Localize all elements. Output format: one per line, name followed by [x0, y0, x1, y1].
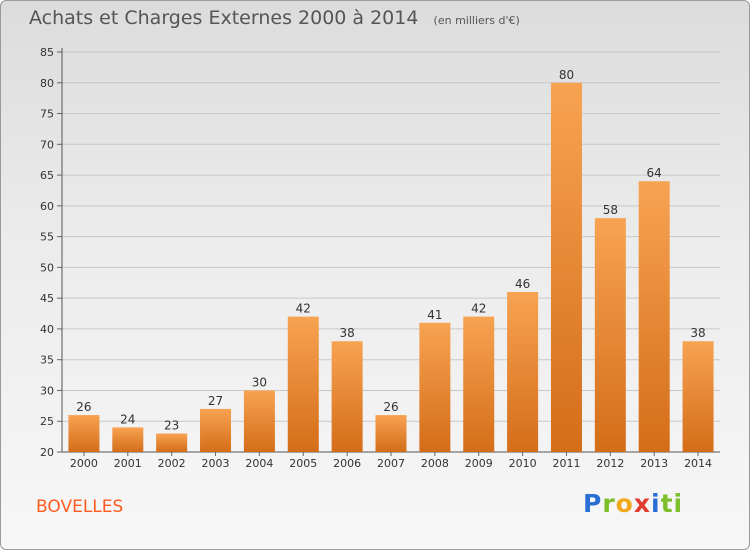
data-label: 24	[120, 412, 135, 426]
chart-unit: (en milliers d'€)	[433, 14, 520, 27]
bar	[375, 415, 407, 452]
logo-letter: ti	[660, 489, 684, 518]
y-tick-label: 85	[40, 46, 54, 59]
y-tick-label: 60	[40, 200, 54, 213]
data-label: 80	[559, 68, 574, 82]
bar	[331, 341, 363, 452]
y-tick-label: 40	[40, 323, 54, 336]
y-tick-label: 50	[40, 261, 54, 274]
y-tick-label: 25	[40, 415, 54, 428]
data-label: 41	[427, 308, 442, 322]
bar	[419, 322, 451, 452]
data-label: 27	[208, 394, 223, 408]
x-tick-label: 2005	[289, 457, 317, 470]
bar	[243, 390, 275, 452]
x-tick-label: 2010	[509, 457, 537, 470]
y-tick-label: 55	[40, 231, 54, 244]
bar	[682, 341, 714, 452]
data-label: 58	[603, 203, 618, 217]
x-tick-label: 2000	[70, 457, 98, 470]
x-tick-label: 2013	[640, 457, 668, 470]
x-tick-label: 2003	[202, 457, 230, 470]
data-label: 26	[383, 400, 398, 414]
y-tick-label: 30	[40, 384, 54, 397]
data-label: 42	[296, 302, 311, 316]
data-label: 38	[690, 326, 705, 340]
commune-name: BOVELLES	[36, 497, 124, 517]
bar	[463, 316, 495, 452]
data-label: 46	[515, 277, 530, 291]
logo-letter: P	[583, 489, 603, 518]
logo-letter: i	[651, 489, 661, 518]
y-tick-label: 65	[40, 169, 54, 182]
data-label: 64	[647, 166, 662, 180]
y-tick-label: 45	[40, 292, 54, 305]
bar	[200, 408, 232, 452]
data-label: 38	[339, 326, 354, 340]
data-label: 23	[164, 419, 179, 433]
x-tick-label: 2012	[596, 457, 624, 470]
proxiti-logo: Proxiti	[583, 489, 683, 518]
y-tick-label: 75	[40, 108, 54, 121]
data-label: 26	[76, 400, 91, 414]
x-tick-label: 2011	[552, 457, 580, 470]
logo-letter: o	[615, 489, 634, 518]
x-tick-label: 2006	[333, 457, 361, 470]
bar	[156, 433, 188, 452]
bar	[287, 316, 319, 452]
logo-letter: x	[633, 489, 651, 518]
bar	[594, 218, 626, 452]
y-tick-label: 20	[40, 446, 54, 459]
x-tick-label: 2002	[158, 457, 186, 470]
x-tick-label: 2014	[684, 457, 712, 470]
y-tick-label: 80	[40, 77, 54, 90]
bar	[507, 292, 539, 452]
y-tick-label: 35	[40, 354, 54, 367]
bar	[68, 415, 100, 452]
bar	[638, 181, 670, 452]
data-label: 30	[252, 375, 267, 389]
data-label: 42	[471, 302, 486, 316]
title-row: Achats et Charges Externes 2000 à 2014 (…	[29, 7, 520, 29]
bar	[550, 82, 582, 453]
x-tick-label: 2004	[245, 457, 273, 470]
x-tick-label: 2001	[114, 457, 142, 470]
x-tick-label: 2008	[421, 457, 449, 470]
y-tick-label: 70	[40, 138, 54, 151]
logo-letter: r	[602, 489, 616, 518]
x-tick-label: 2009	[465, 457, 493, 470]
x-tick-label: 2007	[377, 457, 405, 470]
chart-title: Achats et Charges Externes 2000 à 2014	[29, 7, 419, 29]
bar	[112, 427, 144, 452]
